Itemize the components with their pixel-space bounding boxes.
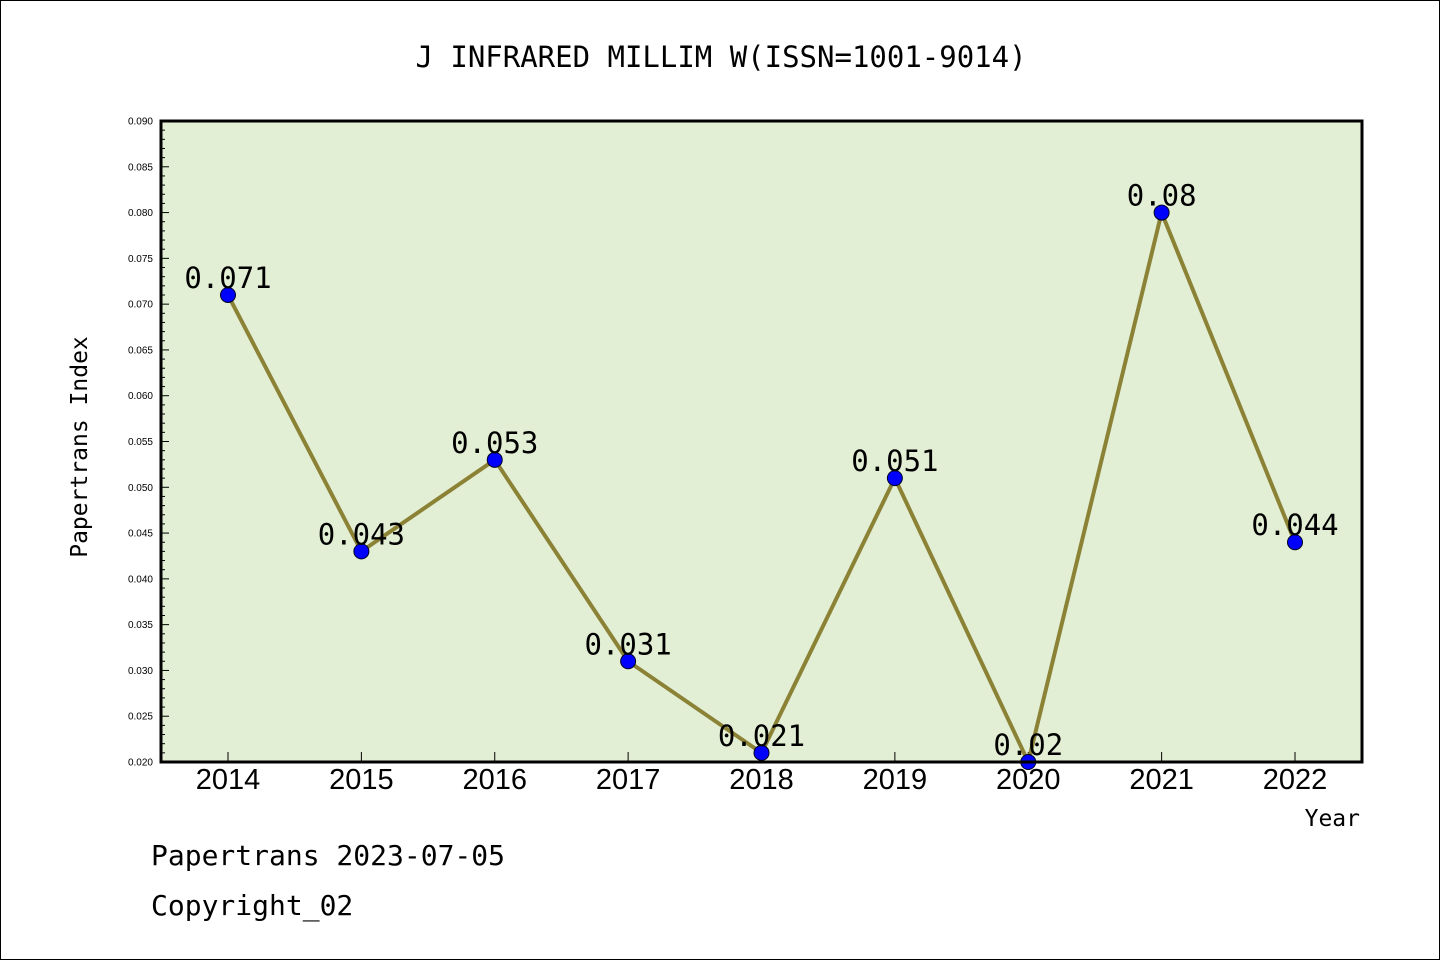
y-tick-label: 0.085 (128, 162, 153, 173)
y-tick-label: 0.070 (128, 300, 153, 311)
x-tick-label: 2019 (863, 764, 928, 796)
y-tick-label: 0.035 (128, 620, 153, 631)
y-tick-label: 0.050 (128, 483, 153, 494)
y-axis: 0.020 0.025 0.030 0.035 0.040 0.045 0.050 0.055… (128, 117, 169, 769)
y-tick-label: 0.065 (128, 345, 153, 356)
x-tick-label: 2016 (462, 764, 527, 796)
y-tick-label: 0.075 (128, 254, 153, 265)
footer-date-text: Papertrans 2023-07-05 (151, 839, 505, 872)
y-tick-label: 0.060 (128, 391, 153, 402)
y-tick-label: 0.055 (128, 437, 153, 448)
y-axis-label: Papertrans Index (67, 336, 93, 558)
data-label: 0.08 (1127, 179, 1197, 213)
y-tick-label: 0.080 (128, 208, 153, 219)
data-label: 0.043 (318, 517, 405, 551)
plot-frame (159, 119, 1364, 764)
y-tick-label: 0.045 (128, 529, 153, 540)
data-label: 0.044 (1251, 508, 1338, 542)
y-tick-label: 0.090 (128, 117, 153, 128)
y-tick-label: 0.030 (128, 666, 153, 677)
data-point (886, 470, 903, 487)
data-point (753, 744, 770, 761)
data-point (1287, 534, 1303, 551)
data-point (220, 286, 236, 303)
x-tick-label: 2021 (1129, 764, 1194, 796)
x-tick-label: 2015 (329, 764, 394, 796)
series-papertrans-index (220, 204, 1303, 770)
data-label: 0.031 (584, 627, 671, 661)
data-label: 0.051 (851, 444, 938, 478)
plot-area (161, 121, 1362, 762)
data-point (1153, 204, 1170, 221)
data-point (486, 451, 503, 468)
data-labels: 0.071 0.043 0.053 0.031 0.021 0.051 0.02 0.08 0.… (184, 179, 1338, 762)
data-label: 0.021 (718, 719, 805, 753)
data-point (620, 653, 637, 670)
chart-title: J INFRARED MILLIM W(ISSN=1001-9014) (415, 40, 1026, 74)
y-tick-label: 0.020 (128, 758, 153, 769)
data-point (353, 543, 370, 560)
data-label: 0.02 (993, 728, 1063, 762)
data-label: 0.053 (451, 426, 538, 460)
x-tick-label: 2022 (1263, 764, 1328, 796)
y-tick-label: 0.040 (128, 574, 153, 585)
x-axis-label: Year (1305, 806, 1360, 832)
y-tick-label: 0.025 (128, 712, 153, 723)
x-tick-label: 2014 (196, 764, 261, 796)
footer-copyright-text: Copyright_02 (151, 889, 353, 923)
x-tick-label: 2018 (729, 764, 794, 796)
x-axis: 2014 2015 2016 2017 2018 2019 2020 2021 2022 (196, 752, 1328, 796)
data-label: 0.071 (184, 261, 271, 295)
x-tick-label: 2017 (596, 764, 661, 796)
